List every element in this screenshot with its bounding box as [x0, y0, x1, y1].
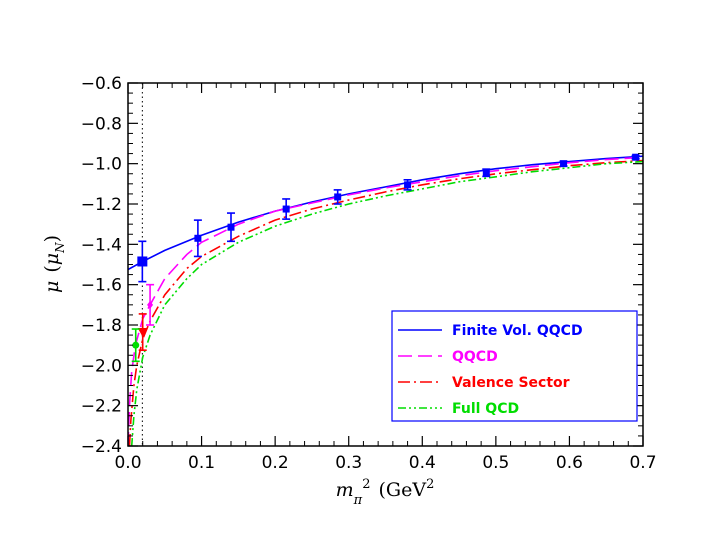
- y-tick-label: −1.0: [81, 155, 122, 175]
- data-point: [333, 189, 342, 205]
- legend: Finite Vol. QQCD QQCD Valence Sector Full Q…: [391, 310, 638, 422]
- y-tick-label: −0.6: [81, 74, 122, 94]
- point-marker: [560, 160, 568, 168]
- series-line-3: [128, 159, 643, 446]
- data-point: [137, 240, 148, 283]
- x-tick-label: 0.7: [629, 453, 656, 473]
- data-point: [227, 212, 235, 243]
- data-point: [193, 219, 202, 258]
- data-point: [282, 198, 291, 220]
- point-marker: [147, 300, 154, 309]
- legend-entry: Full QCD: [398, 401, 519, 417]
- x-tick-label: 0.2: [262, 453, 289, 473]
- legend-entry: Valence Sector: [398, 375, 570, 391]
- legend-entry: Finite Vol. QQCD: [398, 323, 583, 339]
- y-axis-label: μ(μN): [41, 235, 67, 293]
- y-tick-label: −0.8: [81, 114, 122, 134]
- point-marker: [282, 205, 290, 213]
- y-tick-label: −1.8: [81, 316, 122, 336]
- x-tick-label: 0.0: [114, 453, 141, 473]
- x-tick-label: 0.5: [482, 453, 509, 473]
- data-point: [631, 153, 640, 161]
- data-point: [403, 179, 412, 191]
- data-point: [137, 313, 148, 352]
- x-tick-label: 0.6: [556, 453, 583, 473]
- series-line-2: [128, 156, 643, 446]
- data-point: [131, 328, 140, 363]
- y-tick-label: −2.2: [81, 397, 122, 417]
- legend-label: QQCD: [452, 349, 498, 365]
- legend-entry: QQCD: [398, 349, 498, 365]
- point-marker: [137, 256, 148, 267]
- y-tick-label: −2.0: [81, 356, 122, 376]
- series-line-1: [128, 155, 643, 271]
- point-marker: [227, 223, 235, 231]
- y-tick-label: −1.6: [81, 276, 122, 296]
- point-marker: [194, 234, 202, 242]
- series-line-4: [130, 160, 643, 446]
- point-marker: [132, 341, 140, 349]
- x-axis-label: mπ2 (GeV2: [336, 477, 435, 508]
- x-tick-label: 0.1: [188, 453, 215, 473]
- data-point: [482, 168, 491, 178]
- y-tick-label: −2.4: [81, 437, 122, 457]
- point-marker: [137, 328, 148, 338]
- point-marker: [334, 193, 342, 201]
- y-tick-label: −1.4: [81, 235, 122, 255]
- legend-label: Full QCD: [452, 401, 519, 417]
- x-tick-label: 0.3: [335, 453, 362, 473]
- point-marker: [482, 169, 490, 177]
- point-marker: [404, 181, 412, 189]
- data-point: [559, 160, 568, 168]
- x-tick-label: 0.4: [409, 453, 436, 473]
- y-tick-label: −1.2: [81, 195, 122, 215]
- legend-label: Finite Vol. QQCD: [452, 323, 583, 339]
- data-point: [146, 283, 155, 326]
- point-marker: [632, 153, 640, 161]
- legend-label: Valence Sector: [452, 375, 570, 391]
